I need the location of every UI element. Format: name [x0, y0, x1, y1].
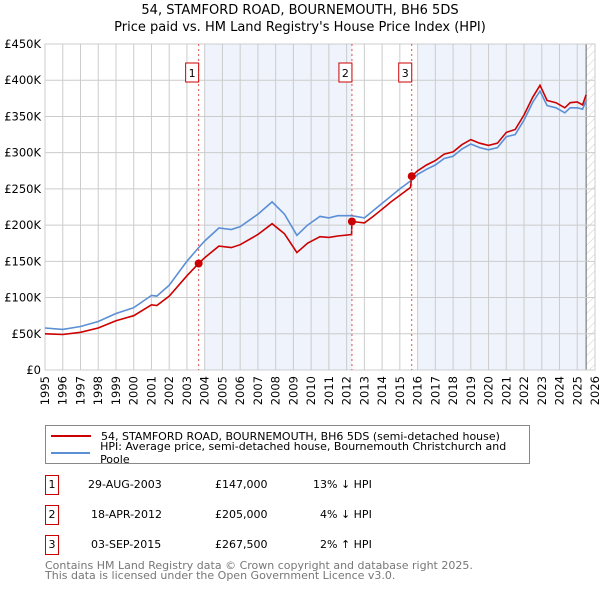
x-tick-label: 2016: [411, 376, 425, 405]
y-tick-label: £450K: [4, 37, 41, 51]
x-tick-label: 1997: [73, 376, 87, 405]
y-tick-label: £100K: [4, 291, 41, 305]
x-tick-label: 2005: [215, 376, 229, 405]
plot-border: [44, 43, 596, 371]
x-tick-label: 2017: [428, 376, 442, 405]
x-tick-label: 1999: [109, 376, 123, 405]
legend-label: HPI: Average price, semi-detached house,…: [100, 440, 507, 466]
legend-label: 54, STAMFORD ROAD, BOURNEMOUTH, BH6 5DS …: [101, 429, 500, 443]
y-tick-label: £0: [26, 363, 41, 377]
x-tick-label: 2008: [269, 376, 283, 405]
sale-label: 1: [189, 67, 196, 80]
footer: Contains HM Land Registry data © Crown c…: [45, 559, 473, 582]
x-tick-label: 2000: [127, 376, 141, 405]
hpi-line: [44, 89, 587, 331]
y-tick-label: £250K: [4, 182, 41, 196]
chart-title: 54, STAMFORD ROAD, BOURNEMOUTH, BH6 5DS: [141, 3, 458, 18]
x-tick-label: 2004: [198, 376, 212, 405]
transaction-price: £267,500: [215, 538, 268, 551]
x-tick-label: 2002: [162, 376, 176, 405]
y-tick-label: £50K: [12, 327, 42, 341]
sale-point: [347, 217, 356, 226]
x-tick-label: 2024: [553, 376, 567, 405]
footer-licence: This data is licensed under the Open Gov…: [45, 569, 396, 582]
x-tick-label: 2001: [144, 376, 158, 405]
x-tick-label: 2009: [286, 376, 300, 405]
y-tick-label: £200K: [4, 218, 41, 232]
x-tick-label: 2018: [446, 376, 460, 405]
sale-label-box: [398, 62, 413, 83]
x-tick-label: 2012: [340, 376, 354, 405]
x-tick-label: 1995: [38, 376, 52, 405]
chart-legend: 54, STAMFORD ROAD, BOURNEMOUTH, BH6 5DS …: [45, 425, 530, 466]
x-tick-label: 2015: [393, 376, 407, 405]
y-tick-label: £300K: [4, 146, 41, 160]
x-tick-label: 2007: [251, 376, 265, 405]
transaction-number: 3: [45, 535, 59, 555]
x-tick-label: 2023: [535, 376, 549, 405]
sale-label-box: [185, 62, 200, 83]
x-tick-label: 2013: [357, 376, 371, 405]
x-tick-label: 2011: [322, 376, 336, 405]
transaction-number: 1: [45, 475, 59, 495]
x-tick-label: 2019: [464, 376, 478, 405]
x-tick-label: 2014: [375, 376, 389, 405]
sale-point: [194, 259, 203, 268]
x-tick-label: 2010: [304, 376, 318, 405]
sale-point: [407, 172, 416, 181]
legend-item-property: 54, STAMFORD ROAD, BOURNEMOUTH, BH6 5DS …: [46, 428, 500, 444]
x-tick-label: 2006: [233, 376, 247, 405]
x-tick-label: 1996: [56, 376, 70, 405]
x-tick-label: 2026: [588, 376, 600, 405]
transaction-hpi: 13% ↓ HPI: [313, 478, 372, 491]
transaction-price: £147,000: [215, 478, 268, 491]
x-tick-label: 2025: [570, 376, 584, 405]
transaction-row: 1 29-AUG-2003 £147,000 13% ↓ HPI: [45, 475, 545, 495]
transaction-hpi: 4% ↓ HPI: [320, 508, 372, 521]
y-tick-label: £350K: [4, 109, 41, 123]
transaction-date: 03-SEP-2015: [91, 538, 162, 551]
footer-copyright: Contains HM Land Registry data © Crown c…: [45, 559, 473, 572]
legend-swatch-blue: [51, 452, 91, 454]
x-tick-label: 2022: [517, 376, 531, 405]
transaction-number: 2: [45, 505, 59, 525]
sale-label: 2: [342, 67, 349, 80]
transaction-date: 29-AUG-2003: [88, 478, 162, 491]
sale-label-box: [338, 62, 353, 83]
transaction-row: 2 18-APR-2012 £205,000 4% ↓ HPI: [45, 505, 545, 525]
transaction-hpi: 2% ↑ HPI: [320, 538, 372, 551]
sale-label: 3: [402, 67, 409, 80]
transaction-date: 18-APR-2012: [91, 508, 163, 521]
x-tick-label: 1998: [91, 376, 105, 405]
legend-item-hpi: HPI: Average price, semi-detached house,…: [46, 440, 529, 466]
shaded-band: [417, 44, 587, 370]
price-chart: 54, STAMFORD ROAD, BOURNEMOUTH, BH6 5DS …: [4, 3, 600, 405]
legend-swatch-red: [51, 435, 91, 437]
chart-subtitle: Price paid vs. HM Land Registry's House …: [114, 20, 486, 35]
forecast-hatch: [586, 44, 595, 370]
transaction-price: £205,000: [215, 508, 268, 521]
x-tick-label: 2003: [180, 376, 194, 405]
y-tick-label: £400K: [4, 73, 41, 87]
property-price-line: [44, 83, 587, 336]
x-tick-label: 2020: [482, 376, 496, 405]
transaction-row: 3 03-SEP-2015 £267,500 2% ↑ HPI: [45, 535, 545, 555]
y-tick-label: £150K: [4, 254, 41, 268]
x-tick-label: 2021: [499, 376, 513, 405]
